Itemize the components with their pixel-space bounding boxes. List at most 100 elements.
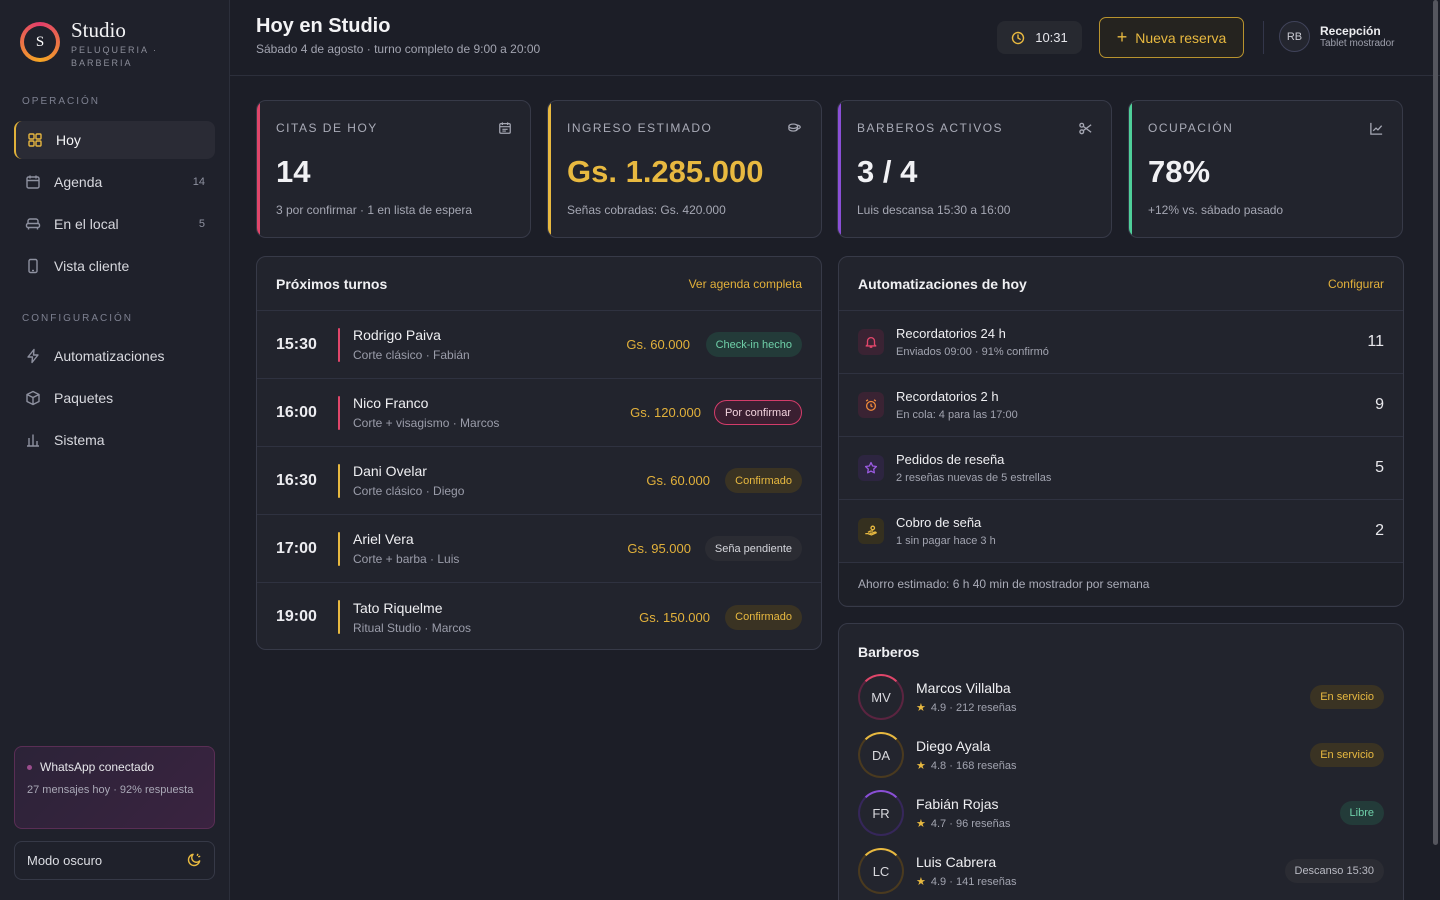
alarm-icon [858,392,884,418]
new-booking-label: Nueva reserva [1135,29,1227,46]
turno-price: Gs. 60.000 [646,473,710,488]
grid-icon [27,132,43,148]
automation-row[interactable]: Cobro de seña 1 sin pagar hace 3 h 2 [839,500,1403,563]
calendar-icon [498,121,512,140]
turno-row[interactable]: 19:00 Tato Riquelme Ritual Studio · Marco… [257,583,821,649]
configurar-link[interactable]: Configurar [1327,276,1384,291]
turno-name: Nico Franco [353,395,429,411]
barber-row[interactable]: DA Diego Ayala ★ 4.8 · 168 reseñas En ser… [839,726,1403,784]
kpi-label: CITAS DE HOY [276,121,378,135]
status-badge: Confirmado [725,468,802,493]
automation-subtitle: 1 sin pagar hace 3 h [896,535,996,547]
kpi-label: OCUPACIÓN [1148,121,1234,135]
panel-title: Automatizaciones de hoy [858,275,1027,292]
kpi-ocupacion[interactable]: OCUPACIÓN 78% +12% vs. sábado pasado [1128,100,1403,238]
sidebar: S Studio PELUQUERIA · BARBERIA OPERACIÓN… [0,0,230,900]
turno-name: Dani Ovelar [353,463,427,479]
turno-name: Rodrigo Paiva [353,327,441,343]
turno-row[interactable]: 16:00 Nico Franco Corte + visagismo · Mar… [257,379,821,447]
whatsapp-text: 27 mensajes hoy · 92% respuesta [27,784,194,796]
turno-time: 17:00 [276,539,317,557]
sidebar-item-paquetes[interactable]: Paquetes [14,379,215,417]
automation-subtitle: En cola: 4 para las 17:00 [896,409,1018,421]
kpi-barberos-activos[interactable]: BARBEROS ACTIVOS 3 / 4 Luis descansa 15:… [837,100,1112,238]
turno-name: Ariel Vera [353,531,414,547]
turno-time: 15:30 [276,335,317,353]
sidebar-item-label: Paquetes [54,390,114,406]
sidebar-item-hoy[interactable]: Hoy [14,121,215,159]
barber-reviews: 141 [955,875,975,888]
sidebar-item-count: 5 [198,218,205,230]
barber-reviews: 168 [955,759,975,772]
turno-row[interactable]: 15:30 Rodrigo Paiva Corte clásico · Fabiá… [257,311,821,379]
kpi-note: +12% vs. sábado pasado [1148,203,1284,217]
page-subtitle: Sábado 4 de agosto · turno completo de 9… [256,42,541,56]
proximos-turnos-panel: Próximos turnos Ver agenda completa 15:3… [256,256,822,650]
new-booking-button[interactable]: + Nueva reserva [1099,17,1244,58]
box-icon [25,390,41,406]
barber-row[interactable]: MV Marcos Villalba ★ 4.9 · 212 reseñas En… [839,668,1403,726]
user-menu[interactable]: RB Recepción Tablet mostrador [1279,21,1394,52]
turno-row[interactable]: 17:00 Ariel Vera Corte + barba · Luis Gs.… [257,515,821,583]
turno-bar [338,463,340,498]
avatar: FR [858,790,904,836]
calendar-icon [25,174,41,190]
scissors-icon [1078,121,1093,141]
turno-row[interactable]: 16:30 Dani Ovelar Corte clásico · Diego G… [257,447,821,515]
ver-agenda-link[interactable]: Ver agenda completa [688,276,802,291]
user-name: Recepción [1320,24,1381,38]
sidebar-item-vista-cliente[interactable]: Vista cliente [14,247,215,285]
panel-title: Próximos turnos [276,275,388,292]
turno-bar [338,327,340,362]
barber-rating: 4.7 [930,817,947,830]
scrollbar[interactable] [1433,0,1438,845]
dark-mode-label: Modo oscuro [27,853,103,868]
turno-bar [338,600,340,634]
status-badge: Libre [1339,801,1384,825]
kpi-label: BARBEROS ACTIVOS [857,121,1004,135]
status-badge: Check-in hecho [705,332,802,357]
sidebar-item-agenda[interactable]: Agenda 14 [14,163,215,201]
user-role: Tablet mostrador [1320,38,1395,49]
bell-icon [858,329,884,355]
clock-icon [1012,31,1025,44]
turno-detail: Corte + barba · Luis [353,552,460,566]
kpi-label: INGRESO ESTIMADO [567,121,713,135]
whatsapp-status-card[interactable]: WhatsApp conectado 27 mensajes hoy · 92%… [14,746,215,829]
topbar: Hoy en Studio Sábado 4 de agosto · turno… [230,0,1440,76]
kpi-value: 3 / 4 [857,154,918,189]
avatar: MV [858,674,904,720]
sidebar-item-label: Vista cliente [54,258,130,274]
automation-row[interactable]: Recordatorios 24 h Enviados 09:00 · 91% c… [839,311,1403,374]
automation-footer: Ahorro estimado: 6 h 40 min de mostrador… [839,563,1403,605]
automation-row[interactable]: Recordatorios 2 h En cola: 4 para las 17:… [839,374,1403,437]
brand-name: Studio [71,18,126,42]
barber-row[interactable]: FR Fabián Rojas ★ 4.7 · 96 reseñas Libre [839,784,1403,842]
sidebar-item-sistema[interactable]: Sistema [14,421,215,459]
status-badge: Confirmado [725,604,802,630]
automation-subtitle: Enviados 09:00 · 91% confirmó [896,346,1049,358]
coins-icon [787,121,803,140]
chart-icon [25,432,41,448]
avatar: DA [858,732,904,778]
kpi-ingreso-estimado[interactable]: INGRESO ESTIMADO Gs. 1.285.000 Señas cob… [547,100,822,238]
barber-row[interactable]: LC Luis Cabrera ★ 4.9 · 141 reseñas Desca… [839,842,1403,900]
barber-reviews-label: reseñas [977,875,1017,888]
sidebar-item-automatizaciones[interactable]: Automatizaciones [14,337,215,375]
nav-section-configuracion: CONFIGURACIÓN [22,313,133,324]
brand-logo: S [20,22,60,62]
status-badge: Descanso 15:30 [1284,859,1384,883]
barber-name: Marcos Villalba [916,680,1011,696]
dark-mode-toggle[interactable]: Modo oscuro [14,841,215,880]
automation-count: 11 [1367,333,1384,350]
sidebar-item-en-el-local[interactable]: En el local 5 [14,205,215,243]
automation-count: 9 [1375,396,1384,413]
automation-row[interactable]: Pedidos de reseña 2 reseñas nuevas de 5 e… [839,437,1403,500]
sidebar-item-label: Sistema [54,432,105,448]
turno-price: Gs. 60.000 [626,337,690,352]
brand[interactable]: S Studio PELUQUERIA · BARBERIA [20,18,171,70]
kpi-citas-de-hoy[interactable]: CITAS DE HOY 14 3 por confirmar · 1 en l… [256,100,531,238]
brand-subtitle: PELUQUERIA · BARBERIA [71,45,159,68]
sidebar-item-label: Hoy [56,132,81,148]
barber-name: Fabián Rojas [916,796,999,812]
